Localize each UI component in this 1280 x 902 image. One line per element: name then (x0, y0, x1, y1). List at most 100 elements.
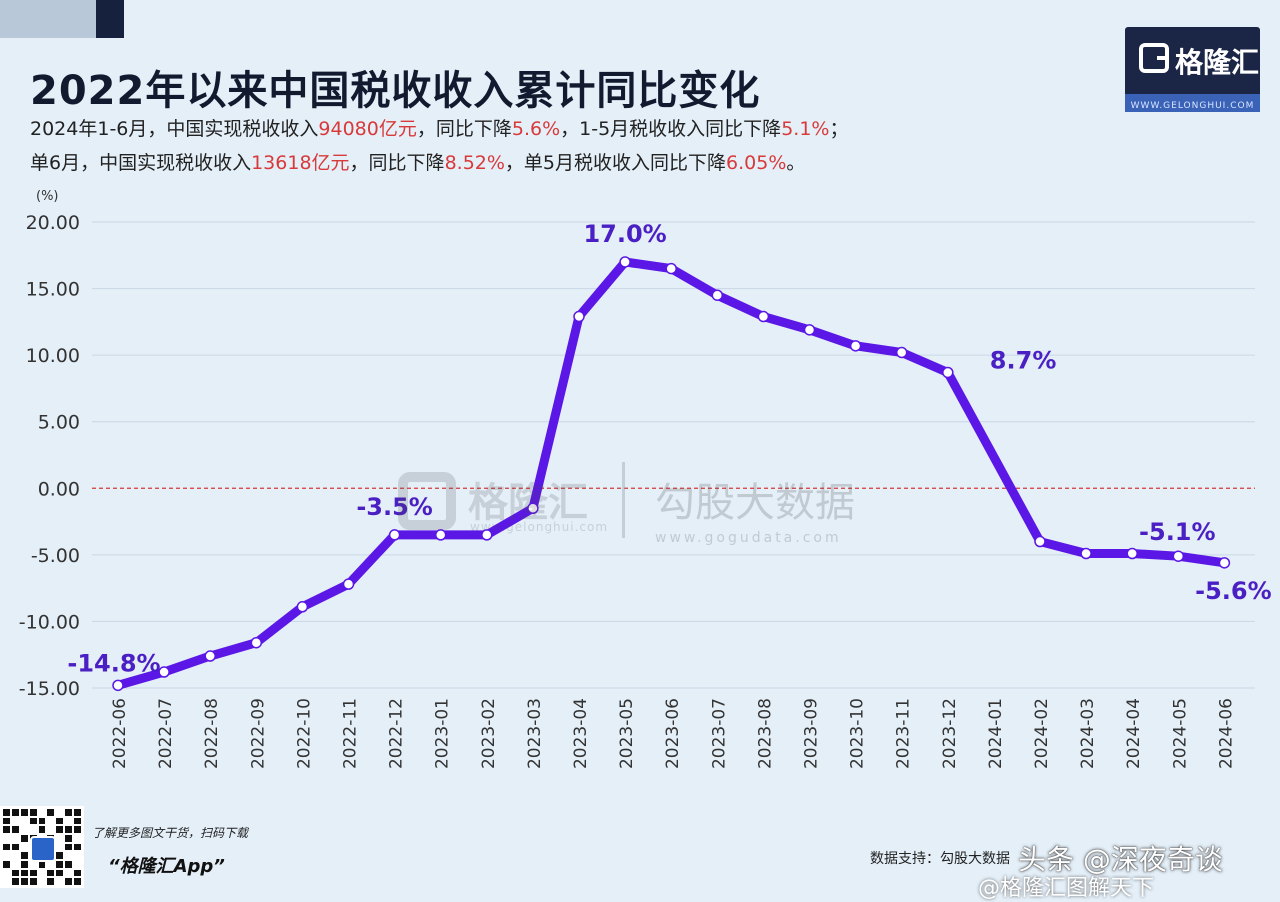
data-point (342, 578, 355, 590)
data-point (1172, 550, 1185, 562)
promo-text: 了解更多图文干货，扫码下载 (92, 826, 249, 840)
summary-text: 。 (786, 152, 806, 174)
qr-cell (65, 860, 73, 868)
data-point (158, 666, 170, 678)
x-tick-label: 2024-05 (1170, 698, 1190, 769)
qr-cell (74, 878, 81, 885)
qr-cell (3, 878, 10, 885)
qr-cell (65, 878, 73, 885)
summary-highlight: 94080亿元 (318, 118, 417, 140)
qr-cell (3, 843, 10, 851)
qr-cell (56, 834, 64, 842)
summary-highlight: 6.05% (726, 152, 787, 174)
x-tick-label: 2023-06 (663, 698, 683, 769)
qr-cell (11, 834, 19, 842)
qr-cell (74, 809, 81, 816)
x-tick-label: 2024-03 (1078, 698, 1098, 769)
watermark-data-text: 勾股大数据 (655, 480, 855, 526)
data-point (1218, 557, 1231, 569)
qr-cell (74, 817, 81, 825)
watermark-g-icon (398, 472, 456, 530)
qr-cell (29, 817, 37, 825)
qr-cell (3, 834, 10, 842)
y-tick-label: 10.00 (26, 345, 80, 367)
watermark-divider (622, 462, 625, 538)
qr-cell (74, 852, 81, 859)
qr-cell (74, 834, 81, 842)
data-point (849, 340, 862, 352)
qr-cell (56, 852, 64, 859)
summary-highlight: 13618亿元 (251, 152, 350, 174)
qr-cell (74, 869, 81, 877)
data-point (388, 529, 401, 541)
qr-cell (11, 817, 19, 825)
qr-cell (3, 869, 10, 877)
qr-cell (11, 809, 19, 816)
logo-url: WWW.GELONGHUI.COM (1130, 101, 1255, 111)
data-point (250, 636, 263, 649)
qr-cell (3, 826, 10, 833)
qr-cell (65, 809, 73, 816)
y-tick-label: -15.00 (19, 678, 80, 700)
qr-cell (29, 826, 37, 833)
data-point (619, 256, 631, 268)
qr-cell (47, 878, 55, 885)
summary-text: 单6月，中国实现税收收入 (30, 152, 252, 174)
app-name: “格隆汇App” (108, 856, 225, 877)
qr-cell (20, 809, 28, 816)
summary-highlight: 8.52% (444, 152, 505, 174)
summary-line-2: 单6月，中国实现税收收入13618亿元，同比下降8.52%，单5月税收收入同比下… (30, 148, 805, 175)
logo-stripe (1125, 94, 1260, 112)
y-tick-label: -10.00 (19, 611, 80, 633)
y-tick-label: 15.00 (26, 279, 80, 301)
data-point (434, 529, 447, 541)
qr-cell (3, 809, 10, 816)
summary-text: ，同比下降 (416, 118, 512, 140)
watermark-data-url: www.gogudata.com (655, 530, 842, 546)
qr-cell (65, 843, 73, 851)
x-tick-label: 2022-09 (248, 698, 268, 769)
y-axis-unit-label: (%) (36, 189, 59, 204)
x-tick-label: 2023-05 (617, 698, 637, 769)
x-tick-label: 2022-08 (202, 698, 222, 769)
data-point (895, 346, 908, 359)
data-point (296, 601, 309, 613)
qr-cell (38, 869, 46, 877)
qr-cell (11, 860, 19, 868)
qr-cell (11, 852, 19, 859)
summary-line-1: 2024年1-6月，中国实现税收收入94080亿元，同比下降5.6%，1-5月税… (30, 114, 848, 141)
chart-title: 2022年以来中国税收收入累计同比变化 (30, 68, 761, 114)
qr-cell (11, 843, 19, 851)
y-tick-label: 20.00 (26, 212, 80, 234)
toutiao-watermark: 头条 @深夜奇谈 (1018, 843, 1223, 876)
data-point (1080, 547, 1092, 560)
qr-cell (65, 852, 73, 859)
qr-cell (38, 809, 46, 816)
data-point (1034, 535, 1046, 548)
gelonghui-logo: 格隆汇 WWW.GELONGHUI.COM (1125, 27, 1260, 112)
qr-cell (20, 878, 28, 885)
qr-cell (11, 869, 19, 877)
data-point (711, 289, 724, 301)
summary-highlight: 5.1% (781, 118, 830, 140)
qr-cell (56, 817, 64, 825)
logo-text: 格隆汇 (1175, 46, 1260, 79)
x-tick-label: 2023-04 (571, 698, 591, 769)
qr-cell (47, 860, 55, 868)
qr-cell (65, 834, 73, 842)
qr-cell (56, 826, 64, 833)
x-tick-label: 2023-07 (709, 698, 729, 769)
data-label: -5.1% (1139, 518, 1216, 546)
qr-cell (11, 878, 19, 885)
qr-cell (56, 843, 64, 851)
qr-cell (3, 860, 10, 868)
qr-cell (29, 869, 37, 877)
qr-cell (56, 860, 64, 868)
qr-cell (29, 809, 37, 816)
x-tick-label: 2024-01 (986, 698, 1006, 769)
qr-cell (20, 817, 28, 825)
y-tick-label: 0.00 (38, 478, 80, 500)
qr-cell (56, 809, 64, 816)
data-support: 数据支持：勾股大数据 (870, 851, 1010, 867)
summary-text: ，1-5月税收收入同比下降 (560, 118, 782, 140)
